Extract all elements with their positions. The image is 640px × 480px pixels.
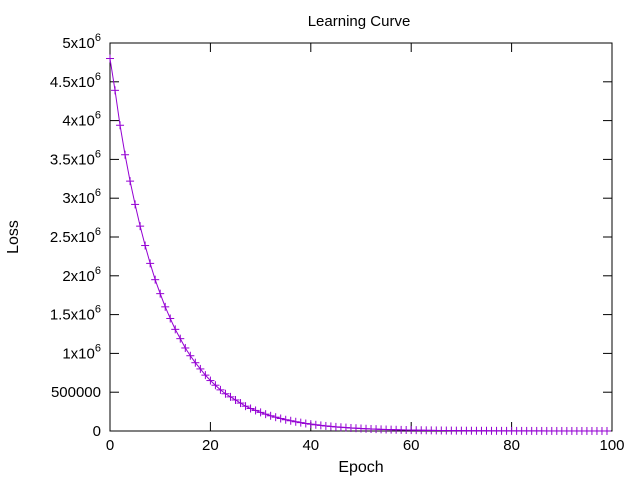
y-tick-label-base: 2.5x10 (50, 229, 95, 246)
data-point (191, 358, 200, 367)
y-tick-label-exponent: 6 (95, 148, 101, 160)
x-tick-label: 100 (599, 437, 624, 454)
data-point (176, 334, 185, 343)
data-point (216, 385, 225, 394)
x-tick-label: 20 (202, 437, 219, 454)
y-tick-label: 2.5x106 (50, 226, 101, 246)
y-tick-label-exponent: 6 (95, 32, 101, 44)
y-tick-label-base: 4.5x10 (50, 74, 95, 91)
x-axis-label: Epoch (338, 459, 383, 476)
data-point (136, 222, 145, 231)
y-tick-label: 1.5x106 (50, 304, 101, 324)
y-tick-label: 5x106 (62, 32, 101, 52)
series-layer (106, 54, 611, 435)
x-tick-label: 80 (503, 437, 520, 454)
y-tick-label-base: 5x10 (62, 35, 95, 52)
y-tick-label-base: 500000 (51, 384, 101, 401)
data-point (156, 289, 165, 298)
data-point (206, 376, 215, 385)
data-point (146, 259, 155, 268)
data-point (251, 406, 260, 415)
y-tick-label-base: 1.5x10 (50, 307, 95, 324)
y-tick-label: 500000 (51, 384, 101, 401)
y-tick-label-base: 3x10 (62, 190, 95, 207)
y-tick-label: 0 (93, 423, 101, 440)
data-point (311, 420, 320, 429)
data-point (281, 415, 290, 424)
y-tick-label: 3x106 (62, 187, 101, 207)
data-point (306, 420, 315, 429)
data-point (256, 408, 265, 417)
x-tick-label: 40 (302, 437, 319, 454)
y-tick-label: 4x106 (62, 110, 101, 130)
data-point (266, 411, 275, 420)
data-point (171, 325, 180, 334)
data-point (296, 418, 305, 427)
y-tick-label-base: 4x10 (62, 113, 95, 130)
data-point (236, 399, 245, 408)
plot-frame (109, 42, 613, 432)
y-tick-label: 1x106 (62, 342, 101, 362)
data-point (291, 417, 300, 426)
data-point (116, 121, 125, 130)
y-tick-label-exponent: 6 (95, 304, 101, 316)
y-tick-label-exponent: 6 (95, 226, 101, 238)
y-tick-label-exponent: 6 (95, 187, 101, 199)
data-point (226, 392, 235, 401)
data-point (271, 413, 280, 422)
x-tick-label: 0 (106, 437, 114, 454)
data-point (316, 421, 325, 430)
data-point (246, 404, 255, 413)
data-point (221, 389, 230, 398)
data-point (106, 54, 114, 63)
data-point (161, 302, 170, 311)
data-point (211, 381, 220, 390)
data-point (186, 351, 195, 360)
data-point (241, 402, 250, 411)
y-tick-label: 4.5x106 (50, 71, 101, 91)
y-tick-label-exponent: 6 (95, 110, 101, 122)
y-tick-label: 3.5x106 (50, 148, 101, 168)
data-point (201, 371, 210, 380)
data-point (286, 416, 295, 425)
x-axis: 0 20 40 60 80 100 (106, 43, 625, 454)
y-tick-label-base: 0 (93, 423, 101, 440)
data-point (196, 364, 205, 373)
y-tick-label-exponent: 6 (95, 71, 101, 83)
data-point (131, 200, 140, 209)
y-tick-label-base: 1x10 (62, 345, 95, 362)
data-point (301, 419, 310, 428)
data-point (166, 314, 175, 323)
data-point (181, 343, 190, 352)
chart-title: Learning Curve (308, 13, 411, 30)
y-tick-label-exponent: 6 (95, 265, 101, 277)
data-point (111, 86, 120, 95)
y-tick-label: 2x106 (62, 265, 101, 285)
data-point (141, 241, 150, 250)
data-point (126, 177, 135, 186)
data-point (151, 275, 160, 284)
y-axis-label: Loss (5, 220, 22, 254)
y-tick-label-base: 2x10 (62, 268, 95, 285)
data-point (261, 410, 270, 419)
y-tick-label-base: 3.5x10 (50, 151, 95, 168)
y-tick-label-exponent: 6 (95, 342, 101, 354)
series-line (109, 58, 607, 432)
data-point (602, 426, 611, 435)
y-axis: 05000001x1061.5x1062x1062.5x1063x1063.5x… (50, 32, 612, 440)
data-point (121, 150, 130, 159)
x-tick-label: 60 (403, 437, 420, 454)
data-point (276, 414, 285, 423)
data-point (231, 395, 240, 404)
